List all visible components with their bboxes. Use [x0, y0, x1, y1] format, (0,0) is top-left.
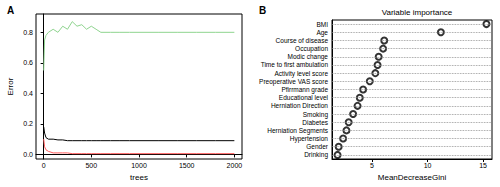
svg-text:2000: 2000 — [227, 162, 243, 169]
svg-text:Pfirrmann grade: Pfirrmann grade — [281, 86, 328, 94]
svg-text:500: 500 — [85, 162, 97, 169]
svg-text:10: 10 — [424, 162, 432, 169]
svg-text:Occupation: Occupation — [295, 45, 328, 53]
svg-text:Gender: Gender — [306, 143, 329, 150]
svg-text:0.4: 0.4 — [23, 90, 33, 97]
svg-text:Herniation Direction: Herniation Direction — [271, 102, 328, 109]
svg-text:5: 5 — [370, 162, 374, 169]
svg-text:Hypertension: Hypertension — [290, 135, 329, 143]
svg-text:Course of disease: Course of disease — [276, 37, 329, 44]
svg-text:Variable importance: Variable importance — [382, 8, 453, 17]
svg-text:0.8: 0.8 — [23, 29, 33, 36]
svg-text:0.2: 0.2 — [23, 120, 33, 127]
svg-text:Activity level score: Activity level score — [275, 70, 329, 78]
svg-text:1500: 1500 — [179, 162, 195, 169]
svg-text:0.6: 0.6 — [23, 59, 33, 66]
svg-text:Educational level: Educational level — [279, 94, 329, 101]
svg-text:BMI: BMI — [316, 21, 328, 28]
svg-text:Time to first ambulation: Time to first ambulation — [261, 61, 329, 68]
svg-text:Age: Age — [316, 29, 328, 37]
svg-text:0.0: 0.0 — [23, 151, 33, 158]
svg-text:A: A — [7, 5, 14, 16]
svg-text:Drinking: Drinking — [304, 151, 328, 159]
svg-text:Preoperative VAS score: Preoperative VAS score — [259, 78, 328, 86]
svg-text:1000: 1000 — [131, 162, 147, 169]
svg-text:0: 0 — [42, 162, 46, 169]
svg-text:trees: trees — [130, 173, 148, 182]
svg-text:Diabetes: Diabetes — [302, 119, 328, 126]
svg-text:B: B — [259, 5, 266, 16]
svg-text:Error: Error — [6, 77, 15, 95]
svg-text:15: 15 — [479, 162, 487, 169]
svg-text:MeanDecreaseGini: MeanDecreaseGini — [378, 173, 447, 182]
svg-text:Modic change: Modic change — [288, 53, 329, 61]
svg-text:Smoking: Smoking — [303, 111, 329, 119]
svg-text:Herniation Segments: Herniation Segments — [267, 127, 328, 135]
